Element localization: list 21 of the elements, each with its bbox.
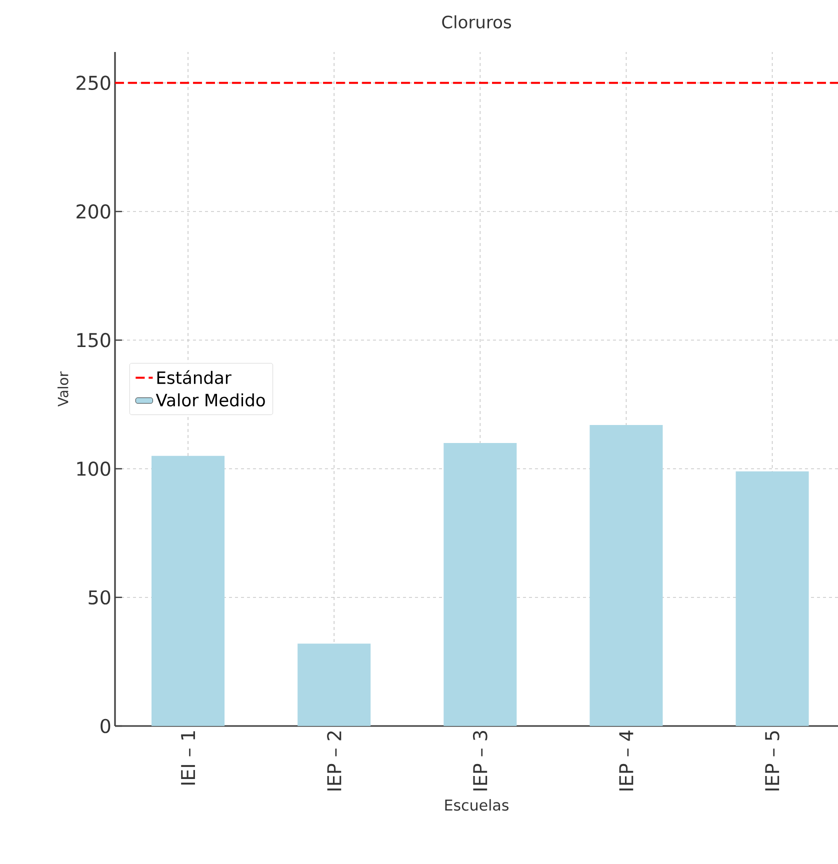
y-tick-label: 250 <box>76 76 110 90</box>
legend-label: Valor Medido <box>156 393 265 406</box>
bar <box>444 443 517 726</box>
x-tick-label: IEP – 3 <box>472 731 488 790</box>
bar <box>152 456 225 726</box>
x-tick-label: IEI – 1 <box>181 731 195 785</box>
chart-title: Cloruros <box>442 15 512 28</box>
y-tick-label: 0 <box>100 718 110 734</box>
legend-label: Estándar <box>157 370 232 384</box>
x-tick-label: IEP – 5 <box>765 731 780 790</box>
y-tick-label: 150 <box>77 332 110 348</box>
y-tick-label: 200 <box>76 204 110 219</box>
y-axis-title: Valor <box>58 371 68 407</box>
x-tick-label: IEP – 2 <box>327 731 342 790</box>
y-tick-label: 50 <box>88 590 110 605</box>
x-tick-label: IEP – 4 <box>619 730 634 790</box>
bar <box>590 425 663 726</box>
bar <box>298 644 371 726</box>
y-tick-label: 100 <box>77 462 110 476</box>
bar <box>736 471 809 726</box>
x-axis-title: Escuelas <box>445 799 508 811</box>
